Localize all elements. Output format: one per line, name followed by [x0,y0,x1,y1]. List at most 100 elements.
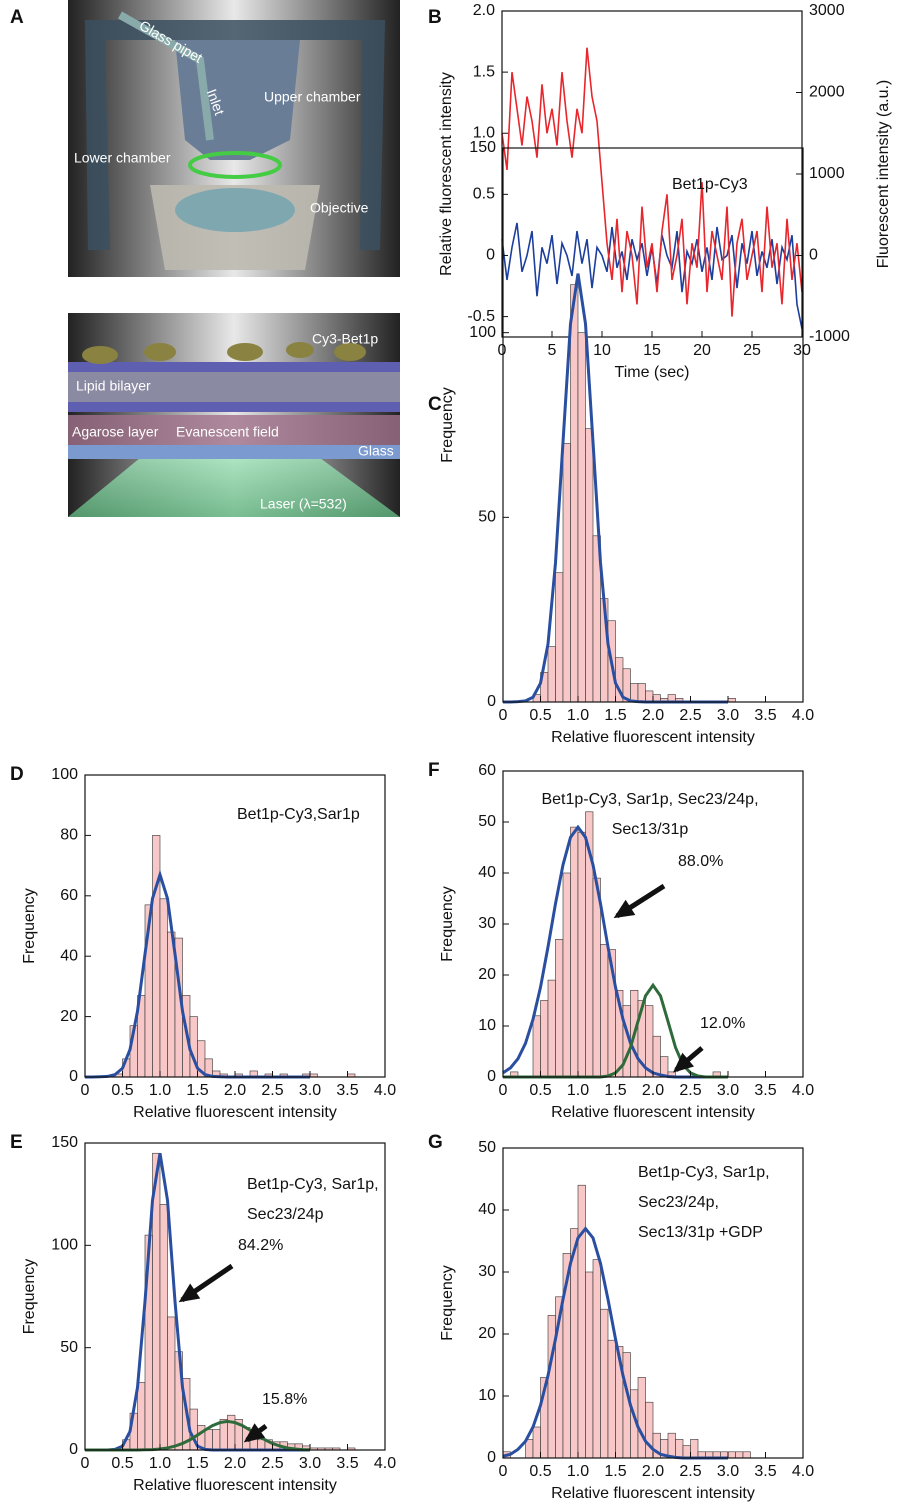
panel-label: Bet1p-Cy3,Sar1p [237,806,360,823]
label: Objective [310,200,369,216]
histogram-bar [742,1451,751,1459]
x-tick-label: 3.0 [717,707,739,724]
x-tick-label: 3.0 [717,1082,739,1099]
x-tick-label: 2.0 [642,707,664,724]
panel-letter: B [428,7,442,28]
x-tick-label: 2.0 [224,1455,246,1472]
y-axis-label: Frequency [439,1265,456,1341]
x-tick-label: 0.5 [529,1463,551,1480]
arrow-head [672,1052,695,1073]
y-tick-label: 40 [60,947,78,964]
histogram-bar [577,831,586,1078]
green-ring [188,151,282,179]
histogram-bar [735,1451,744,1459]
x-tick-label: 3.0 [717,1463,739,1480]
histogram-bar [159,1204,168,1451]
proteins [82,342,366,364]
x-tick-label: 3.5 [754,1082,776,1099]
panel-letter: G [428,1132,443,1153]
x-tick-label: 0.5 [111,1455,133,1472]
x-tick-label: 2.5 [679,707,701,724]
y-tick-label: 100 [51,1237,78,1254]
x-axis-label: Time (sec) [615,364,690,381]
y-tick-label: 20 [478,1325,496,1342]
x-tick-label: 0.5 [529,1082,551,1099]
x-tick-label: 3.0 [299,1455,321,1472]
x-tick-label: 1.0 [567,707,589,724]
y-tick-label: 50 [478,509,496,526]
y-tick-label: 0 [69,1068,78,1085]
annotation: 12.0% [700,1015,745,1032]
y-tick-label: 60 [60,887,78,904]
histogram-bar [547,979,556,1078]
x-tick-label: 4.0 [792,1082,814,1099]
x-tick-label: 3.0 [299,1082,321,1099]
histogram-bar [532,1426,541,1459]
panel-letter: C [428,394,442,415]
y-tick-label: 100 [469,324,496,341]
x-tick-label: 4.0 [374,1082,396,1099]
panel-label: Bet1p-Cy3, Sar1p, [247,1176,379,1193]
y-tick-label: 20 [478,966,496,983]
histogram-bar [540,1000,549,1078]
lipid-tails [68,372,400,402]
plot-frame [501,10,803,338]
x-tick-label: 4.0 [792,707,814,724]
x-tick-label: 3.5 [754,707,776,724]
panel-label: Sec13/31p +GDP [638,1224,763,1241]
histogram-bar [637,1377,646,1459]
histogram-bar [645,690,654,703]
label: Laser (λ=532) [260,496,347,512]
y-tick-label: 150 [51,1134,78,1151]
y-tick-label: 80 [60,827,78,844]
y-tick-label: -0.5 [467,308,495,325]
label: Evanescent field [176,424,279,440]
x-tick-label: 0 [498,342,507,359]
histogram-bar [152,835,161,1078]
histogram-bar [570,284,579,703]
y-tick-label: 60 [478,762,496,779]
histogram-bar [637,683,646,703]
y-tick-label: 50 [478,1139,496,1156]
y-axis-label: Frequency [21,1259,38,1335]
y-tick-label: 30 [478,915,496,932]
panel-label: Sec23/24p [247,1206,324,1223]
x-axis-label: Relative fluorescent intensity [551,1104,755,1121]
x-tick-label: 1.5 [604,1082,626,1099]
glass-layer [68,445,400,459]
x-tick-label: 15 [643,342,661,359]
label: Upper chamber [264,89,361,105]
histogram-bar [257,1439,266,1451]
histogram-bar [690,1439,699,1459]
x-tick-label: 10 [593,342,611,359]
histogram-bar [555,938,564,1078]
histogram-bar [652,1035,661,1078]
panel-label: Bet1p-Cy3, Sar1p, Sec23/24p, [541,791,758,808]
x-tick-label: 1.5 [604,707,626,724]
y2-tick-label: 0 [809,247,818,264]
histogram-bar [532,1015,541,1078]
arrow-head [178,1283,201,1303]
y-tick-label: 10 [478,1387,496,1404]
x-tick-label: 0 [499,1463,508,1480]
x-tick-label: 2.0 [224,1082,246,1099]
panel-letter: D [10,764,24,785]
x-tick-label: 25 [743,342,761,359]
laser-beam [68,458,400,517]
panel-letter: A [10,7,24,28]
x-tick-label: 1.0 [149,1455,171,1472]
histogram-bar [645,1005,654,1078]
x-tick-label: 30 [793,342,811,359]
histogram-bar [585,428,594,703]
panel-label: Bet1p-Cy3 [672,176,748,193]
x-tick-label: 1.5 [604,1463,626,1480]
y-tick-label: 0.5 [473,186,495,203]
x-tick-label: 0.5 [111,1082,133,1099]
x-tick-label: 4.0 [374,1455,396,1472]
y-tick-label: 0 [487,693,496,710]
histogram-bar [137,1382,146,1451]
histogram-bar [592,877,601,1078]
y2-axis-label: Fluorescent intensity (a.u.) [875,80,892,269]
y-tick-label: 0 [487,1068,496,1085]
histogram-bar [675,1439,684,1459]
